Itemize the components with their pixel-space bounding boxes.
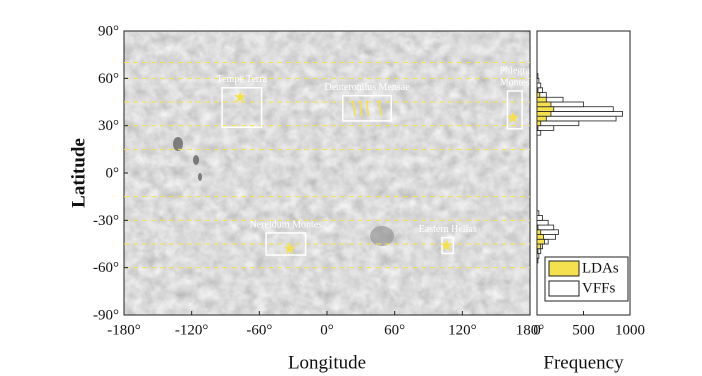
legend-label: VFFs bbox=[582, 280, 616, 296]
x-tick-label: 0° bbox=[320, 322, 334, 338]
y-axis-label: Latitude bbox=[68, 138, 89, 208]
hist-bar bbox=[537, 93, 540, 98]
region-label: Nereidum Montes bbox=[250, 219, 323, 230]
hist-bar bbox=[537, 126, 554, 131]
hist-bar bbox=[537, 116, 616, 121]
hist-bar bbox=[537, 225, 554, 230]
y-tick-label: 60° bbox=[98, 71, 119, 87]
hist-bar bbox=[537, 107, 554, 112]
hist-bar bbox=[537, 88, 538, 93]
hist-bar bbox=[537, 249, 538, 254]
legend-label: LDAs bbox=[582, 260, 619, 276]
x-tick-label: -60° bbox=[246, 322, 272, 338]
y-tick-label: -30° bbox=[93, 213, 119, 229]
hist-bar bbox=[537, 253, 539, 258]
y-tick-label: 90° bbox=[98, 23, 119, 39]
x-tick-label: 60° bbox=[384, 322, 405, 338]
hist-bar bbox=[537, 220, 548, 225]
region-label: Tempe Terra bbox=[217, 74, 268, 85]
hist-bar bbox=[537, 102, 551, 107]
legend-swatch bbox=[549, 261, 579, 276]
hist-bar bbox=[537, 230, 541, 235]
hist-bar bbox=[537, 258, 538, 263]
region-label: Phlegra bbox=[500, 65, 531, 76]
hist-bar bbox=[537, 216, 543, 221]
x-axis-label: Frequency bbox=[543, 352, 624, 373]
hist-bar bbox=[537, 116, 546, 121]
hist-bar bbox=[537, 239, 544, 244]
hist-bar bbox=[537, 121, 541, 126]
hist-bar bbox=[537, 83, 541, 88]
x-tick-label: 1000 bbox=[615, 322, 645, 338]
hist-bar bbox=[537, 78, 539, 83]
x-tick-label: 500 bbox=[572, 322, 595, 338]
region-label: Montes bbox=[500, 77, 530, 88]
y-tick-label: -90° bbox=[93, 307, 119, 323]
region-label: Eastern Hellas bbox=[419, 224, 477, 235]
x-tick-label: -180° bbox=[107, 322, 141, 338]
hist-bar bbox=[537, 235, 544, 240]
hist-bar bbox=[537, 130, 541, 135]
x-axis-label: Longitude bbox=[288, 352, 366, 373]
hist-bar bbox=[537, 225, 538, 230]
legend-swatch bbox=[549, 281, 579, 296]
hist-bar bbox=[537, 121, 579, 126]
hist-bar bbox=[537, 126, 538, 131]
hist-bar bbox=[537, 111, 551, 116]
x-tick-label: 120° bbox=[448, 322, 477, 338]
x-tick-label: -120° bbox=[175, 322, 209, 338]
y-tick-label: -60° bbox=[93, 260, 119, 276]
y-tick-label: 0° bbox=[106, 165, 120, 181]
region-label: Deuteronilus Mensae bbox=[324, 82, 410, 93]
y-tick-label: 30° bbox=[98, 118, 119, 134]
x-tick-label: 0 bbox=[533, 322, 541, 338]
hist-bar bbox=[537, 211, 539, 216]
hist-bar bbox=[537, 74, 538, 79]
figure: -180°-120°-60°0°60°120°180°90°60°30°0°-3… bbox=[0, 0, 702, 376]
hist-bar bbox=[537, 244, 541, 249]
hist-bar bbox=[537, 97, 546, 102]
map-terrain bbox=[124, 31, 530, 315]
